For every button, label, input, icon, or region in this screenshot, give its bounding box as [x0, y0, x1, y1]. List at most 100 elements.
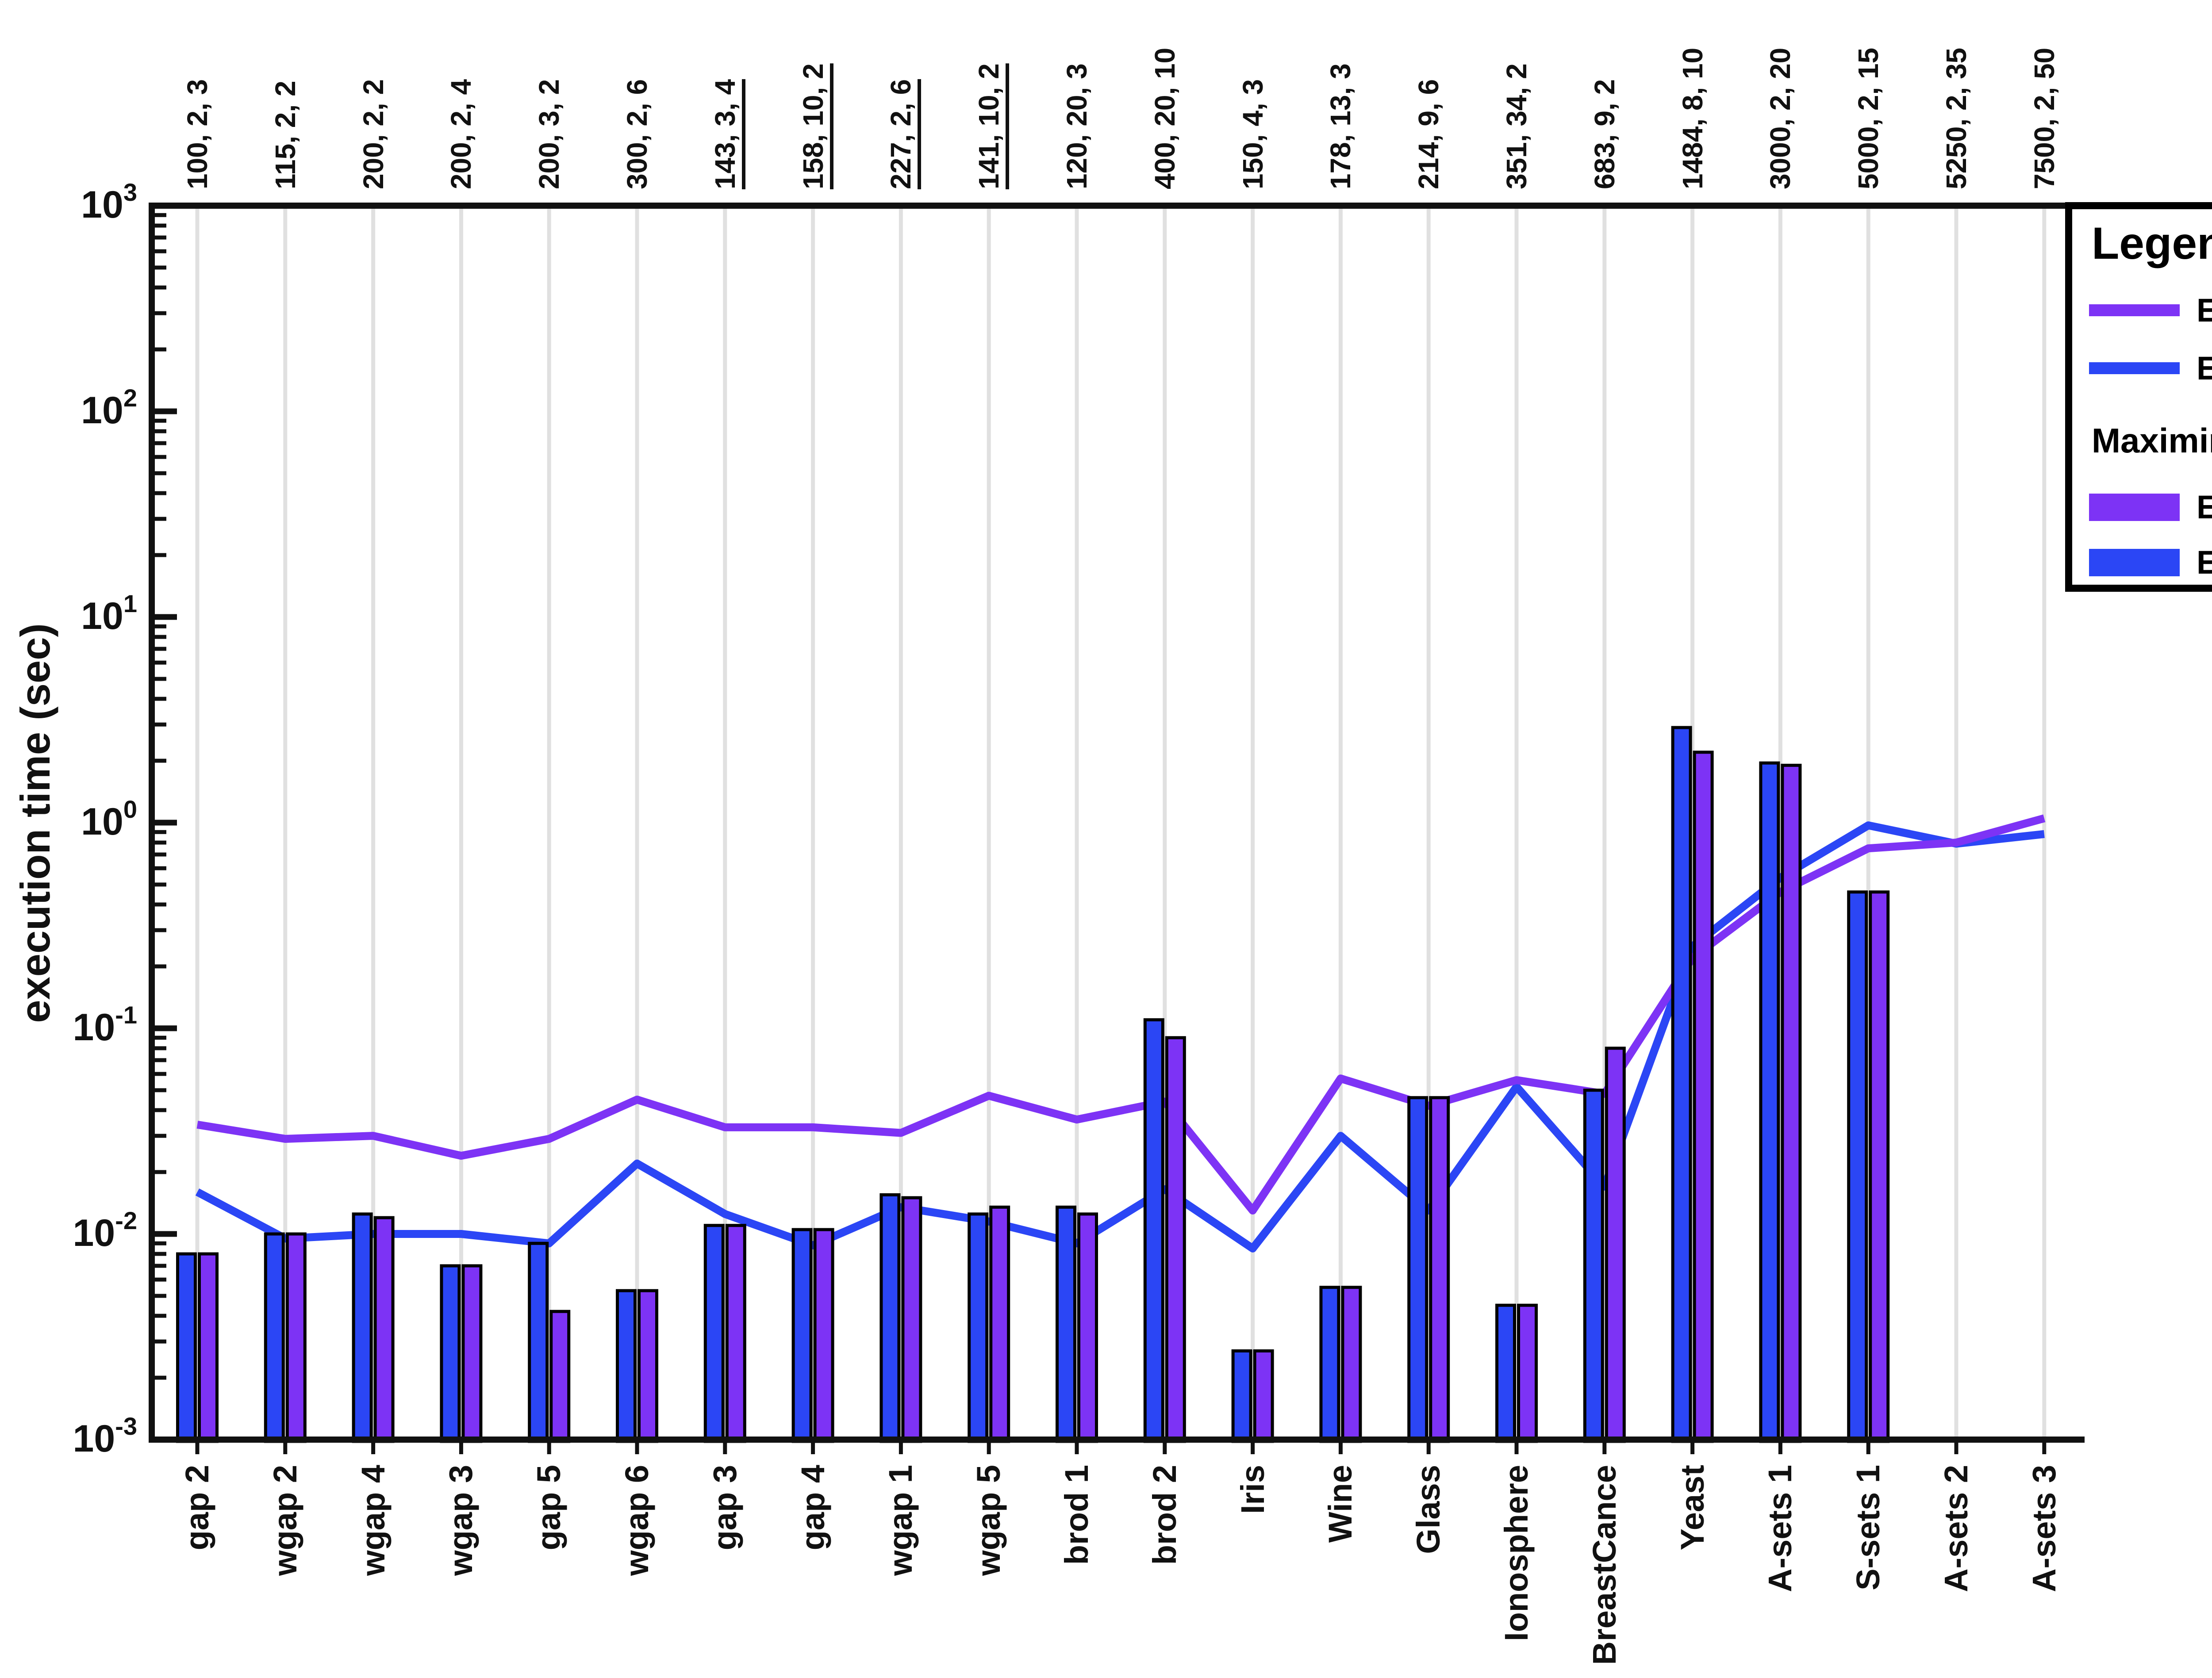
- y-minor-tick: [154, 1252, 166, 1256]
- legend-item-dk-line: Execution time using DK-Means++: [2089, 349, 2212, 387]
- y-minor-tick: [154, 928, 166, 932]
- x-category-label: A-sets 3: [2025, 1465, 2062, 1592]
- robin-perf-bar-brod 1: [1077, 1212, 1098, 1443]
- top-spine: [149, 203, 2085, 209]
- top-axis-label: 227, 2, 6: [885, 79, 917, 189]
- gridline: [811, 206, 815, 1437]
- x-tick: [1163, 1443, 1167, 1454]
- x-category-label: gap 5: [530, 1465, 568, 1551]
- gridline: [195, 206, 200, 1437]
- y-minor-tick: [154, 647, 166, 651]
- y-minor-tick: [154, 418, 166, 423]
- y-minor-tick: [154, 285, 166, 290]
- x-category-label: A-sets 2: [1938, 1465, 1974, 1592]
- x-category-label: S-sets 1: [1850, 1465, 1887, 1590]
- dk-perf-bar-gap 4: [791, 1228, 813, 1443]
- y-minor-tick: [154, 660, 166, 665]
- y-tick-label: 102: [81, 384, 137, 432]
- robin-bar-swatch: [2089, 493, 2180, 521]
- robin-perf-bar-wgap 5: [989, 1205, 1010, 1443]
- robin-perf-bar-gap 2: [198, 1252, 219, 1443]
- left-spine: [149, 203, 155, 1443]
- robin-perf-bar-A-sets 1: [1781, 763, 1802, 1443]
- x-tick: [1602, 1443, 1607, 1454]
- x-tick: [371, 1443, 376, 1454]
- x-category-label: wgap 5: [970, 1465, 1007, 1576]
- dk-perf-bar-Ionosphere: [1495, 1303, 1516, 1443]
- y-minor-tick: [154, 1108, 166, 1112]
- dk-perf-bar-Iris: [1231, 1349, 1252, 1443]
- y-minor-tick: [154, 759, 166, 763]
- dk-perf-bar-BreastCance: [1583, 1088, 1604, 1443]
- dk-perf-bar-gap 3: [703, 1224, 725, 1443]
- x-tick: [1866, 1443, 1870, 1454]
- x-tick: [899, 1443, 903, 1454]
- gridline: [1690, 206, 1695, 1437]
- y-minor-tick: [154, 866, 166, 870]
- legend-item-dk-bar: Execution time to reach DK-Means++ perf.: [2089, 544, 2212, 581]
- robin-perf-bar-wgap 2: [285, 1232, 307, 1443]
- y-minor-tick: [154, 1072, 166, 1076]
- robin-line-swatch: [2089, 304, 2180, 316]
- x-tick: [1426, 1443, 1431, 1454]
- top-axis-label: 5250, 2, 35: [1940, 47, 1972, 189]
- x-tick: [987, 1443, 991, 1454]
- legend-item-label: Execution time to reach ROBIN(D) perf.: [2197, 489, 2212, 525]
- y-minor-tick: [154, 1134, 166, 1138]
- robin-perf-bar-Glass: [1429, 1096, 1450, 1443]
- gridline: [1866, 206, 1870, 1437]
- y-major-tick: [154, 614, 177, 620]
- dk-perf-bar-wgap 4: [352, 1212, 373, 1443]
- robin-perf-bar-Yeast: [1693, 751, 1714, 1443]
- x-category-label: Glass: [1410, 1465, 1447, 1554]
- gridline: [283, 206, 288, 1437]
- bottom-spine: [149, 1437, 2085, 1443]
- robin-perf-bar-Wine: [1341, 1286, 1362, 1443]
- top-axis-label: 200, 2, 2: [357, 79, 389, 189]
- y-minor-tick: [154, 553, 166, 557]
- y-minor-tick: [154, 311, 166, 315]
- y-major-tick: [154, 408, 177, 414]
- y-minor-tick: [154, 1170, 166, 1174]
- x-tick: [811, 1443, 815, 1454]
- y-tick-label: 103: [81, 178, 137, 226]
- robin-perf-bar-gap 3: [725, 1224, 746, 1443]
- x-category-label: wgap 1: [882, 1465, 919, 1576]
- y-major-tick: [154, 1231, 177, 1237]
- y-minor-tick: [154, 722, 166, 727]
- y-minor-tick: [154, 429, 166, 433]
- top-axis-label: 683, 9, 2: [1588, 79, 1621, 189]
- y-minor-tick: [154, 1294, 166, 1298]
- y-minor-tick: [154, 1241, 166, 1245]
- y-minor-tick: [154, 455, 166, 459]
- x-tick: [1690, 1443, 1695, 1454]
- y-minor-tick: [154, 223, 166, 228]
- y-tick-label: 10-1: [73, 1001, 137, 1049]
- y-minor-tick: [154, 635, 166, 639]
- robin-perf-bar-BreastCance: [1605, 1046, 1626, 1443]
- y-minor-tick: [154, 491, 166, 495]
- y-tick-label: 101: [81, 590, 137, 637]
- top-axis-label: 141, 10, 2: [973, 63, 1005, 189]
- legend-item-label: Execution time using ROBIN(D): [2197, 292, 2212, 329]
- gridline: [1338, 206, 1343, 1437]
- dk-line-swatch: [2089, 362, 2180, 374]
- legend-item-label: Execution time to reach DK-Means++ perf.: [2197, 544, 2212, 581]
- x-tick: [635, 1443, 639, 1454]
- y-minor-tick: [154, 697, 166, 701]
- x-tick: [283, 1443, 288, 1454]
- gridline: [1075, 206, 1079, 1437]
- x-category-label: gap 4: [794, 1465, 831, 1551]
- robin-perf-bar-gap 4: [813, 1228, 834, 1443]
- y-minor-tick: [154, 471, 166, 475]
- x-tick: [1075, 1443, 1079, 1454]
- gridline: [547, 206, 551, 1437]
- y-minor-tick: [154, 1058, 166, 1062]
- legend-title: Legend: [2092, 218, 2212, 268]
- gridline: [1602, 206, 1607, 1437]
- dk-perf-bar-A-sets 1: [1759, 761, 1780, 1443]
- y-minor-tick: [154, 235, 166, 240]
- y-minor-tick: [154, 517, 166, 521]
- top-axis-label: 351, 34, 2: [1501, 63, 1532, 189]
